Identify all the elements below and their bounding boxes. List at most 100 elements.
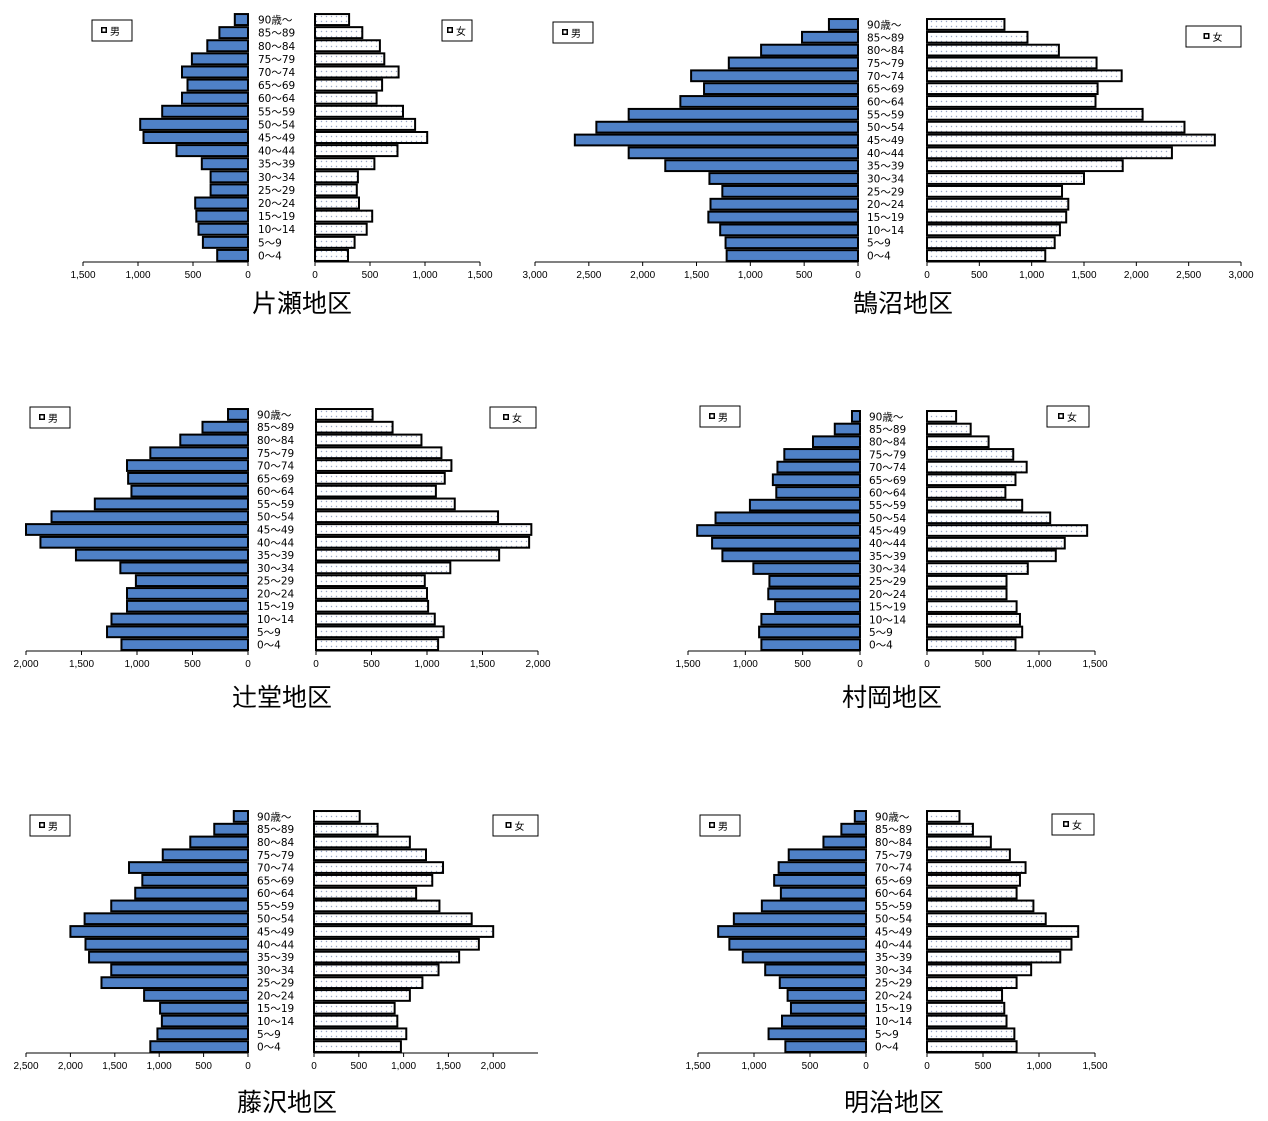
age-label: 10～14 xyxy=(875,1016,913,1028)
female-bar xyxy=(313,1027,408,1041)
female-bar xyxy=(926,1040,1018,1053)
female-tick-label: 1,500 xyxy=(467,270,492,281)
male-bar xyxy=(853,810,867,823)
male-bar xyxy=(74,548,249,562)
female-tick-label: 0 xyxy=(924,659,930,670)
age-label: 5～9 xyxy=(867,238,891,250)
female-bar xyxy=(315,612,436,626)
chart-title: 村岡地区 xyxy=(842,683,942,712)
female-bar xyxy=(926,410,958,423)
female-bar xyxy=(926,587,1008,601)
female-tick-label: 2,000 xyxy=(525,659,550,670)
male-bar xyxy=(149,446,250,460)
male-bar xyxy=(787,848,867,862)
male-bar xyxy=(161,104,249,118)
male-bar xyxy=(690,69,859,83)
age-label: 40～44 xyxy=(869,538,907,550)
female-bar xyxy=(926,133,1216,147)
age-label: 70～74 xyxy=(257,461,295,473)
legend-female: 女 xyxy=(1046,405,1090,428)
age-label: 0～4 xyxy=(257,640,281,652)
female-bar xyxy=(314,52,386,66)
female-tick-label: 0 xyxy=(311,1061,317,1072)
age-label: 90歳～ xyxy=(875,811,910,823)
age-label: 75～79 xyxy=(257,850,294,862)
legend-female: 女 xyxy=(489,406,537,429)
female-bar xyxy=(313,912,473,926)
female-bar xyxy=(314,117,417,131)
male-bar xyxy=(721,184,860,198)
male-bar xyxy=(156,1027,249,1041)
legend-male-label: 男 xyxy=(110,26,120,38)
male-bar xyxy=(774,600,861,613)
female-bar xyxy=(315,420,394,434)
female-bar xyxy=(926,146,1173,160)
female-bar xyxy=(926,562,1029,575)
male-bar xyxy=(110,612,249,626)
female-bar xyxy=(926,1001,1006,1015)
female-tick-label: 500 xyxy=(362,270,379,281)
female-bar xyxy=(315,446,443,460)
male-bar xyxy=(160,1014,249,1028)
male-bar xyxy=(139,117,249,131)
female-bar xyxy=(926,810,961,823)
female-bar xyxy=(926,511,1052,525)
female-bar xyxy=(313,835,411,849)
pyramid-chart: 0～45～910～1415～1920～2425～2930～3435～3940～4… xyxy=(685,810,1108,1117)
female-bar xyxy=(926,223,1061,237)
female-bar xyxy=(926,835,992,849)
male-bar xyxy=(200,157,250,171)
female-bar xyxy=(315,574,426,588)
female-bar xyxy=(926,612,1021,626)
legend-male-label: 男 xyxy=(48,413,58,425)
age-label: 70～74 xyxy=(867,71,905,83)
female-bar xyxy=(926,236,1056,250)
age-label: 35～39 xyxy=(257,952,294,964)
female-bar xyxy=(314,248,349,262)
male-bar xyxy=(25,523,249,536)
female-tick-label: 1,000 xyxy=(414,659,439,670)
male-bar xyxy=(130,484,249,498)
male-bar xyxy=(195,209,250,223)
male-tick-label: 2,000 xyxy=(58,1061,83,1072)
legend-male-label: 男 xyxy=(48,821,58,833)
legend-male: 男 xyxy=(29,814,71,837)
legend-female-label: 女 xyxy=(515,820,525,833)
male-bar xyxy=(727,56,859,70)
legend-female-label: 女 xyxy=(456,25,466,38)
female-tick-label: 500 xyxy=(975,1061,992,1072)
female-bar xyxy=(926,963,1033,977)
male-bar xyxy=(126,599,249,613)
male-tick-label: 3,000 xyxy=(522,270,547,281)
male-tick-label: 1,000 xyxy=(733,659,758,670)
male-bar xyxy=(206,39,250,53)
female-bar xyxy=(314,183,358,197)
female-bar xyxy=(926,989,1004,1002)
female-tick-label: 500 xyxy=(363,659,380,670)
male-bar xyxy=(110,899,249,913)
age-label: 10～14 xyxy=(258,224,296,236)
male-bar xyxy=(233,13,250,27)
male-bar xyxy=(801,30,859,44)
female-bar xyxy=(313,1040,402,1053)
male-bar xyxy=(775,486,861,499)
female-bar xyxy=(926,95,1097,108)
age-label: 60～64 xyxy=(875,888,913,900)
pyramid-chart: 0～45～910～1415～1920～2425～2930～3435～3940～4… xyxy=(522,18,1254,318)
male-bar xyxy=(110,963,249,977)
female-bar xyxy=(313,925,495,938)
male-tick-label: 1,000 xyxy=(147,1061,172,1072)
male-bar xyxy=(786,989,867,1002)
male-bar xyxy=(127,471,249,485)
male-bar xyxy=(711,536,862,550)
age-label: 35～39 xyxy=(869,551,906,563)
female-bar xyxy=(926,899,1035,913)
male-bar xyxy=(179,433,249,447)
legend-male: 男 xyxy=(552,21,594,44)
female-bar xyxy=(315,459,453,472)
male-bar xyxy=(83,912,249,926)
chart-title: 明治地区 xyxy=(844,1088,944,1117)
age-label: 65～69 xyxy=(257,875,294,887)
age-label: 5～9 xyxy=(258,237,282,249)
male-tick-label: 2,000 xyxy=(630,270,655,281)
